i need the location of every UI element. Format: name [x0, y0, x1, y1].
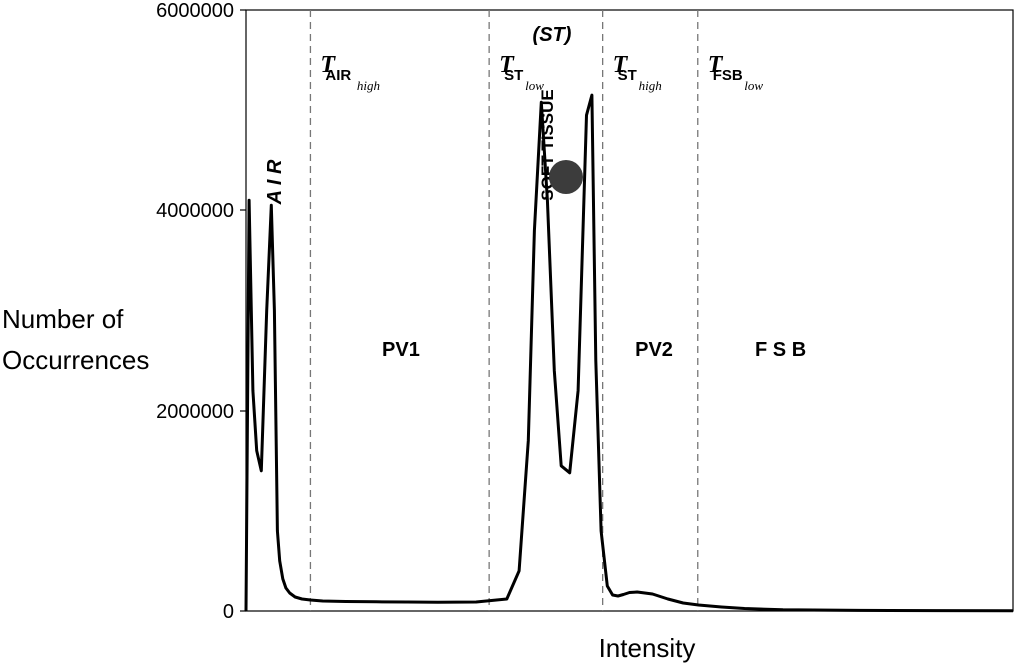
y-tick-label: 0	[223, 601, 234, 623]
threshold-label-sub2-3: low	[744, 78, 763, 93]
threshold-label-T-0: T	[320, 52, 336, 78]
marker-dot	[549, 160, 583, 194]
threshold-label-sub-3: FSB	[713, 67, 743, 84]
st-label: (ST)	[533, 24, 572, 46]
region-label-2: F S B	[755, 339, 806, 361]
y-tick-label: 2000000	[156, 401, 234, 423]
threshold-label-sub-2: ST	[618, 67, 637, 84]
y-tick-label: 6000000	[156, 0, 234, 22]
region-labels: PV1 PV2 F S B	[382, 339, 806, 361]
threshold-label-sub-0: AIR	[325, 67, 351, 84]
y-axis: 0 2000000 4000000 6000000	[156, 0, 246, 623]
threshold-lines	[309, 10, 699, 611]
y-axis-title-line2: Occurrences	[2, 345, 149, 375]
y-axis-title-line1: Number of	[2, 304, 124, 334]
region-label-1: PV2	[635, 339, 673, 361]
y-tick-label: 4000000	[156, 200, 234, 222]
threshold-label-T-2: T	[613, 52, 629, 78]
x-axis-title: Intensity	[599, 633, 696, 663]
air-peak-label: A I R	[264, 159, 286, 205]
region-label-0: PV1	[382, 339, 420, 361]
threshold-label-sub2-2: high	[639, 78, 662, 93]
histogram-series-line	[244, 93, 1014, 613]
threshold-label-sub2-0: high	[357, 78, 380, 93]
threshold-label-T-1: T	[499, 52, 515, 78]
threshold-label-sub2-1: low	[525, 78, 544, 93]
threshold-label-sub-1: ST	[504, 67, 523, 84]
threshold-label-T-3: T	[708, 52, 724, 78]
plot-frame	[245, 9, 1014, 612]
